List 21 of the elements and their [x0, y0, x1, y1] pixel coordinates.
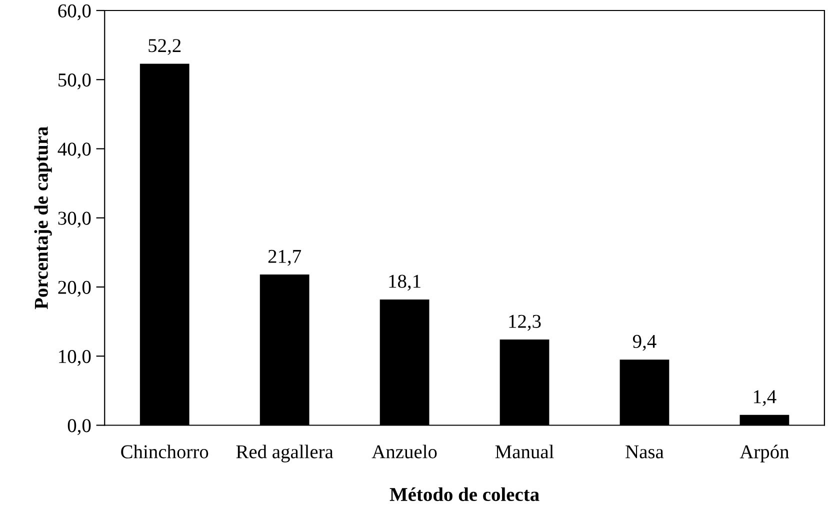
- x-tick-label: Manual: [495, 444, 554, 458]
- y-tick-label: 60,0: [58, 4, 91, 20]
- x-tick-label: Arpón: [740, 444, 790, 462]
- x-axis-title: Método de colecta: [390, 487, 540, 502]
- y-tick-label: 10,0: [59, 350, 91, 366]
- y-tick-label: 30,0: [58, 212, 91, 228]
- data-label: 18,1: [389, 274, 420, 291]
- y-axis-title: Porcentaje de captura: [34, 126, 52, 310]
- data-label: 12,3: [509, 314, 541, 331]
- x-tick-label: Nasa: [626, 445, 664, 458]
- y-tick-label: 50,0: [58, 73, 91, 90]
- x-tick-label: Red agallera: [236, 444, 334, 462]
- y-tick-label: 40,0: [58, 142, 91, 158]
- data-label: 21,7: [268, 250, 302, 266]
- y-tick-label: 0,0: [68, 419, 91, 435]
- y-tick-label: 20,0: [58, 280, 91, 297]
- data-label: 9,4: [632, 334, 656, 351]
- data-label: 1,4: [754, 390, 776, 406]
- data-label: 52,2: [148, 39, 181, 55]
- x-tick-label: Chinchorro: [121, 444, 208, 458]
- x-tick-label: Anzuelo: [372, 444, 437, 458]
